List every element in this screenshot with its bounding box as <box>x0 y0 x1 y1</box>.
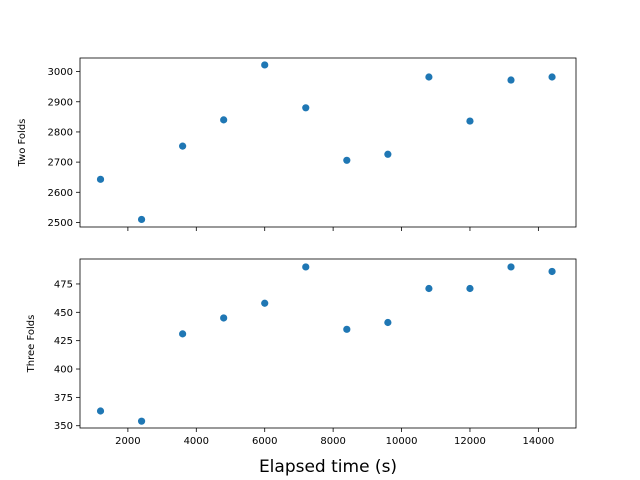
two-folds-data-point <box>261 61 269 69</box>
x-axis-label: Elapsed time (s) <box>259 457 397 477</box>
three-folds-y-tick-label: 425 <box>54 336 73 347</box>
three-folds-data-point <box>548 267 556 276</box>
three-folds-data-point <box>343 325 351 333</box>
two-folds-data-point <box>220 116 228 124</box>
x-tick-label: 10000 <box>386 436 418 447</box>
two-folds-data-point <box>96 175 105 183</box>
two-folds-data-point <box>343 156 351 164</box>
three-folds-axes-frame <box>79 258 577 429</box>
three-folds-y-tick-label: 350 <box>54 421 73 432</box>
three-folds-data-point <box>179 330 187 338</box>
x-tick-label: 14000 <box>522 436 554 447</box>
three-folds-y-tick-label: 375 <box>54 393 73 404</box>
two-folds-data-point <box>466 117 474 125</box>
x-tick-label: 2000 <box>115 436 140 447</box>
three-folds-data-point <box>507 263 515 271</box>
three-folds-data-point <box>302 263 310 271</box>
x-tick-label: 8000 <box>320 436 345 447</box>
three-folds-y-tick-label: 450 <box>54 308 73 319</box>
two-folds-axes-frame <box>79 57 577 228</box>
two-folds-y-tick-label: 2700 <box>48 158 73 169</box>
two-folds-y-axis-label: Two Folds <box>17 119 28 168</box>
x-tick-label: 12000 <box>454 436 486 447</box>
two-folds-data-point <box>507 76 515 84</box>
two-folds-data-point <box>548 73 556 81</box>
two-folds-panel: 2500 2600 2700 2800 2900 3000 Two Folds <box>17 57 577 231</box>
three-folds-data-point <box>220 314 228 322</box>
two-folds-data-point <box>302 104 310 112</box>
three-folds-y-tick-label: 400 <box>54 365 73 376</box>
three-folds-data-point <box>137 417 146 425</box>
three-folds-data-point <box>96 407 105 415</box>
three-folds-y-axis-label: Three Folds <box>26 315 37 374</box>
two-folds-data-point <box>179 142 187 150</box>
three-folds-data-point <box>425 284 433 293</box>
two-folds-y-tick-label: 2900 <box>48 97 73 108</box>
three-folds-panel: 350 375 400 425 450 475 2000 4000 6000 8000 10000 1… <box>26 258 577 447</box>
three-folds-data-point <box>466 284 474 293</box>
two-folds-y-tick-label: 2600 <box>48 188 73 199</box>
three-folds-data-point <box>384 318 392 327</box>
x-tick-label: 6000 <box>252 436 277 447</box>
two-folds-data-point <box>384 150 392 158</box>
three-folds-y-tick-label: 475 <box>54 279 73 290</box>
two-folds-data-point <box>137 215 146 224</box>
two-folds-y-tick-label: 2500 <box>48 218 73 229</box>
three-folds-data-point <box>261 299 269 307</box>
two-folds-data-point <box>425 73 433 81</box>
two-folds-y-tick-label: 2800 <box>48 127 73 138</box>
two-folds-y-tick-label: 3000 <box>48 67 73 78</box>
x-tick-label: 4000 <box>184 436 209 447</box>
